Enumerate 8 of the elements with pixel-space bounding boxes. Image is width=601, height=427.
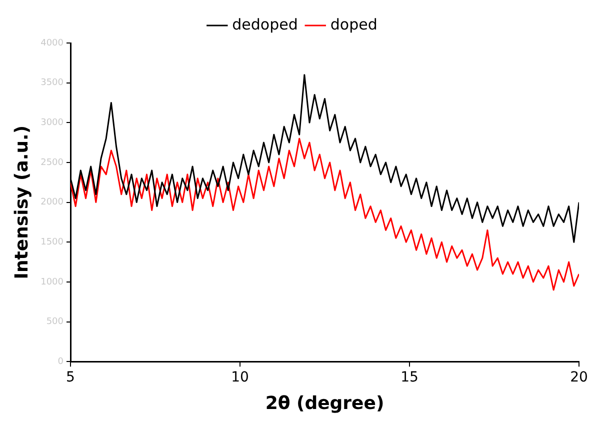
legend-label: doped [330,15,378,34]
x-tick-label: 15 [400,370,418,386]
x-tick-label: 10 [231,370,249,386]
legend-label: dedoped [232,15,298,34]
x-tick-label: 5 [66,370,75,386]
x-tick-label: 20 [570,370,588,386]
x-axis-title: 2θ (degree) [265,392,384,414]
y-axis-title: Intensisy (a.u.) [11,125,32,280]
